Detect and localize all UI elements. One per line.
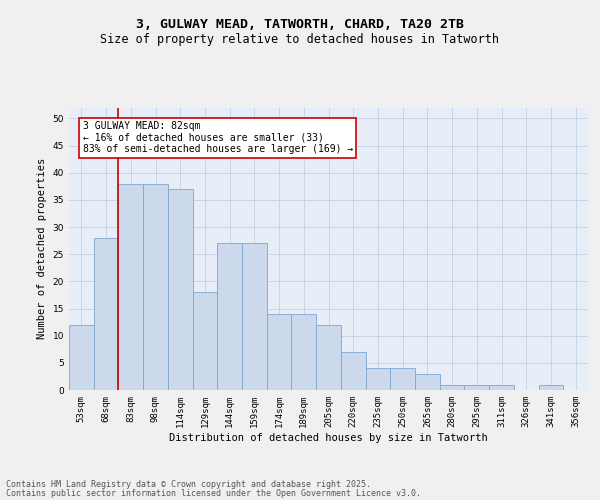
- Text: 3 GULWAY MEAD: 82sqm
← 16% of detached houses are smaller (33)
83% of semi-detac: 3 GULWAY MEAD: 82sqm ← 16% of detached h…: [83, 121, 353, 154]
- Bar: [168, 189, 193, 390]
- Text: Size of property relative to detached houses in Tatworth: Size of property relative to detached ho…: [101, 32, 499, 46]
- Bar: [292, 314, 316, 390]
- Bar: [143, 184, 168, 390]
- Bar: [267, 314, 292, 390]
- Bar: [440, 384, 464, 390]
- Bar: [390, 368, 415, 390]
- Bar: [193, 292, 217, 390]
- Bar: [365, 368, 390, 390]
- Bar: [242, 244, 267, 390]
- X-axis label: Distribution of detached houses by size in Tatworth: Distribution of detached houses by size …: [169, 432, 488, 442]
- Bar: [118, 184, 143, 390]
- Bar: [539, 384, 563, 390]
- Bar: [316, 325, 341, 390]
- Bar: [341, 352, 365, 390]
- Y-axis label: Number of detached properties: Number of detached properties: [37, 158, 47, 340]
- Bar: [464, 384, 489, 390]
- Bar: [489, 384, 514, 390]
- Bar: [217, 244, 242, 390]
- Text: Contains HM Land Registry data © Crown copyright and database right 2025.: Contains HM Land Registry data © Crown c…: [6, 480, 371, 489]
- Text: Contains public sector information licensed under the Open Government Licence v3: Contains public sector information licen…: [6, 489, 421, 498]
- Bar: [94, 238, 118, 390]
- Bar: [415, 374, 440, 390]
- Text: 3, GULWAY MEAD, TATWORTH, CHARD, TA20 2TB: 3, GULWAY MEAD, TATWORTH, CHARD, TA20 2T…: [136, 18, 464, 30]
- Bar: [69, 325, 94, 390]
